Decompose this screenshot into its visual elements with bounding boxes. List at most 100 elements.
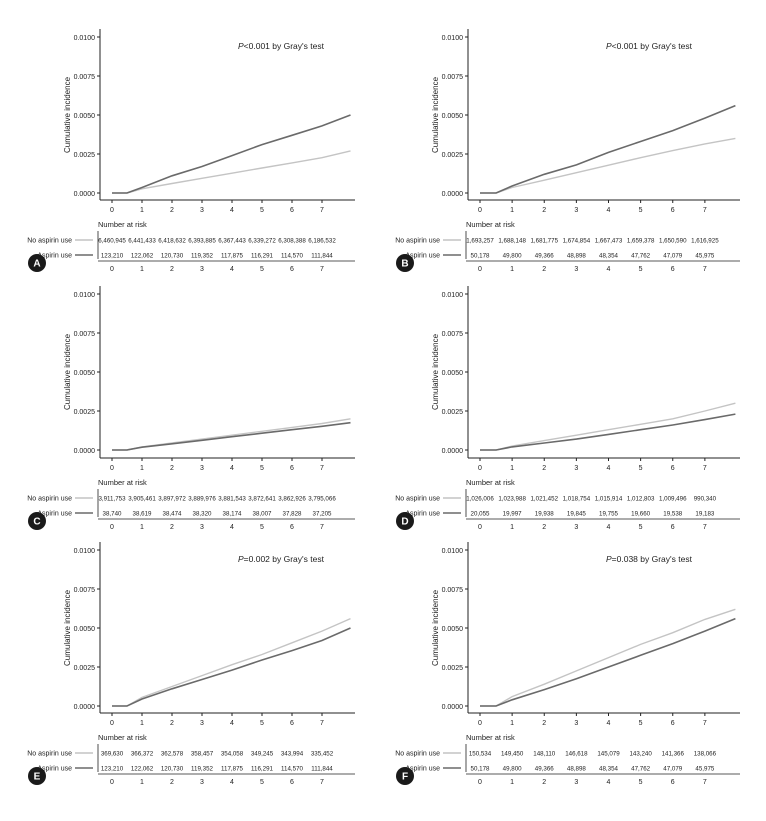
risk-x-tick-label: 4 (607, 524, 611, 531)
risk-cell: 117,875 (221, 766, 243, 773)
x-tick-label: 2 (170, 465, 174, 472)
risk-x-tick-label: 0 (110, 266, 114, 273)
risk-cell: 19,845 (567, 511, 586, 518)
risk-x-tick-label: 7 (703, 524, 707, 531)
risk-cell: 150,534 (469, 751, 492, 758)
pvalue-rest: <0.001 by Gray's test (612, 41, 693, 51)
panel-d: 0.0000 0.0025 0.0050 0.0075 0.0100 Cumulative… (395, 286, 740, 531)
pvalue-rest: =0.038 by Gray's test (612, 554, 693, 564)
risk-cell: 1,693,257 (466, 238, 494, 245)
risk-row-label: Aspirin use (37, 253, 72, 260)
risk-row-label: No aspirin use (27, 496, 72, 503)
panel-label-badge (396, 512, 414, 530)
risk-x-tick-label: 5 (260, 779, 264, 786)
x-tick-label: 1 (510, 207, 514, 214)
y-tick-label: 0.0000 (442, 191, 464, 198)
risk-x-tick-label: 4 (230, 779, 234, 786)
risk-cell: 48,898 (567, 253, 586, 260)
pvalue-p: P (238, 41, 244, 51)
x-tick-label: 7 (320, 720, 324, 727)
x-tick-label: 7 (703, 465, 707, 472)
risk-cell: 6,186,532 (308, 238, 336, 245)
risk-cell: 6,418,632 (158, 238, 186, 245)
y-tick-label: 0.0075 (74, 331, 96, 338)
x-tick-label: 2 (170, 720, 174, 727)
risk-x-tick-label: 5 (260, 524, 264, 531)
risk-cell: 120,730 (161, 253, 184, 260)
risk-cell: 38,320 (193, 511, 212, 518)
risk-x-tick-label: 1 (140, 266, 144, 273)
series-line-aspirin (112, 627, 351, 707)
risk-cell: 3,795,066 (308, 496, 336, 503)
y-tick-label: 0.0100 (442, 292, 464, 299)
risk-x-tick-label: 2 (170, 524, 174, 531)
risk-cell: 117,875 (221, 253, 243, 260)
y-axis-title: Cumulative incidence (63, 76, 72, 153)
risk-row-label: Aspirin use (405, 766, 440, 773)
risk-cell: 3,872,641 (248, 496, 276, 503)
y-tick-label: 0.0000 (442, 704, 464, 711)
x-tick-label: 0 (478, 720, 482, 727)
risk-table-title: Number at risk (98, 478, 147, 487)
panel-label-badge (28, 254, 46, 272)
risk-cell: 49,800 (503, 253, 522, 260)
risk-cell: 48,898 (567, 766, 586, 773)
risk-x-tick-label: 7 (703, 779, 707, 786)
risk-cell: 1,674,854 (563, 238, 591, 245)
risk-row-label: Aspirin use (37, 511, 72, 518)
risk-cell: 3,889,976 (188, 496, 216, 503)
risk-cell: 343,994 (281, 751, 304, 758)
y-axis-title: Cumulative incidence (431, 76, 440, 153)
risk-cell: 1,616,925 (691, 238, 719, 245)
x-tick-label: 7 (320, 207, 324, 214)
x-tick-label: 3 (200, 207, 204, 214)
risk-x-tick-label: 6 (671, 524, 675, 531)
x-tick-label: 2 (170, 207, 174, 214)
y-tick-label: 0.0000 (442, 448, 464, 455)
y-tick-label: 0.0050 (442, 626, 464, 633)
pvalue-p: P (606, 554, 612, 564)
y-tick-label: 0.0075 (442, 331, 464, 338)
y-tick-label: 0.0075 (74, 74, 96, 81)
risk-cell: 19,660 (631, 511, 650, 518)
x-tick-label: 4 (607, 207, 611, 214)
risk-row-label: No aspirin use (27, 751, 72, 758)
y-tick-label: 0.0025 (442, 409, 464, 416)
risk-x-tick-label: 4 (230, 524, 234, 531)
panel-label-letter: E (34, 772, 41, 783)
x-tick-label: 6 (671, 465, 675, 472)
risk-cell: 37,828 (283, 511, 302, 518)
risk-cell: 3,905,461 (128, 496, 156, 503)
pvalue-annotation: P=0.038 by Gray's test (606, 554, 693, 564)
risk-cell: 6,367,443 (218, 238, 246, 245)
pvalue-rest: <0.001 by Gray's test (244, 41, 325, 51)
x-tick-label: 4 (230, 207, 234, 214)
risk-table-title: Number at risk (466, 733, 515, 742)
risk-cell: 6,339,272 (248, 238, 276, 245)
x-tick-label: 0 (110, 720, 114, 727)
risk-cell: 3,897,972 (158, 496, 186, 503)
series-line-no-aspirin (480, 402, 736, 451)
risk-cell: 49,366 (535, 253, 554, 260)
pvalue-rest: =0.002 by Gray's test (244, 554, 325, 564)
risk-cell: 1,650,590 (659, 238, 687, 245)
risk-cell: 123,210 (101, 253, 124, 260)
risk-cell: 146,618 (565, 751, 588, 758)
series-line-aspirin (480, 617, 736, 707)
risk-cell: 38,174 (223, 511, 242, 518)
risk-x-tick-label: 5 (639, 266, 643, 273)
risk-x-tick-label: 7 (703, 266, 707, 273)
x-tick-label: 1 (510, 465, 514, 472)
risk-row-label: No aspirin use (395, 496, 440, 503)
risk-cell: 45,975 (695, 253, 714, 260)
risk-cell: 354,058 (221, 751, 244, 758)
risk-cell: 1,026,006 (466, 496, 494, 503)
series-line-no-aspirin (112, 617, 351, 707)
risk-cell: 145,079 (597, 751, 620, 758)
y-tick-label: 0.0025 (74, 152, 96, 159)
panel-label-letter: F (402, 772, 408, 783)
series-line-no-aspirin (480, 608, 736, 707)
panel-label-badge (396, 254, 414, 272)
risk-x-tick-label: 0 (478, 524, 482, 531)
risk-cell: 38,474 (163, 511, 182, 518)
